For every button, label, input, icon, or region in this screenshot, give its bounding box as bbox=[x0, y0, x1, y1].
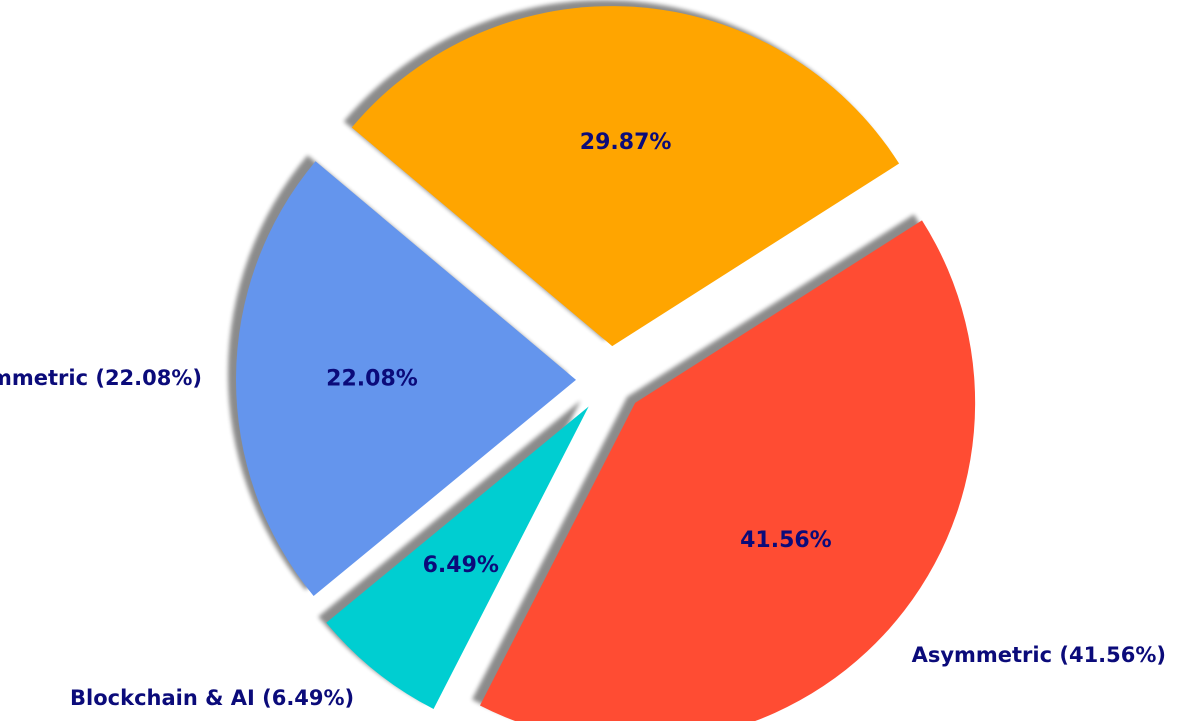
slice-percent-label-blockchain-ai: 6.49% bbox=[423, 553, 499, 578]
slice-asymmetric bbox=[479, 220, 976, 721]
slice-symmetric bbox=[236, 161, 577, 597]
slice-category-label-asymmetric: Asymmetric (41.56%) bbox=[912, 643, 1166, 667]
slice-percent-label-symmetric: 22.08% bbox=[326, 366, 418, 391]
slice-percent-label-hybrid: 29.87% bbox=[580, 130, 672, 155]
slice-category-label-symmetric: Symmetric (22.08%) bbox=[0, 366, 202, 390]
slice-category-label-blockchain-ai: Blockchain & AI (6.49%) bbox=[70, 686, 354, 710]
slice-blockchain-ai bbox=[326, 406, 589, 710]
slice-hybrid bbox=[351, 6, 900, 347]
slices bbox=[236, 6, 976, 721]
slice-labels: 22.08% Symmetric (22.08%) 6.49% Blockchain … bbox=[0, 130, 1166, 710]
slice-percent-label-asymmetric: 41.56% bbox=[740, 528, 832, 553]
